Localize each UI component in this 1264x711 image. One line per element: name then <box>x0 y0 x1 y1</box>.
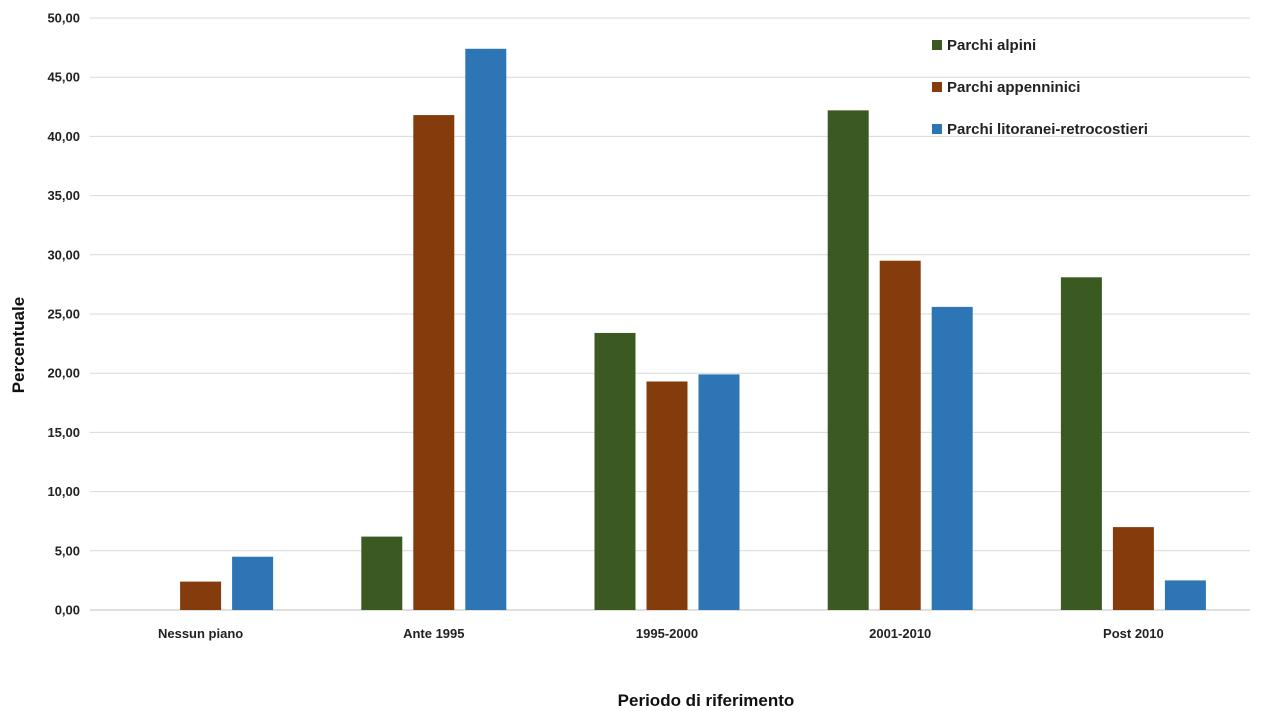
x-tick-label: 2001-2010 <box>869 626 931 641</box>
y-tick-label: 45,00 <box>47 70 80 85</box>
bar <box>1164 580 1206 610</box>
bar <box>180 581 222 610</box>
gridlines <box>90 17 1250 611</box>
bar <box>1112 527 1154 610</box>
bar <box>232 556 274 610</box>
legend-label: Parchi appenninici <box>947 79 1080 96</box>
y-tick-label: 25,00 <box>47 307 80 322</box>
legend-label: Parchi litoranei-retrocostieri <box>947 121 1148 138</box>
bar <box>931 306 973 610</box>
y-axis-title: Percentuale <box>9 297 28 393</box>
bar <box>413 115 455 610</box>
bar <box>827 110 869 611</box>
x-axis-ticks: Nessun piano Ante 1995 1995-2000 2001-2010 P… <box>158 626 1164 641</box>
legend-label: Parchi alpini <box>947 37 1036 54</box>
legend-swatch <box>932 82 942 92</box>
legend-swatch <box>932 40 942 50</box>
bar <box>879 260 921 610</box>
bar <box>1060 277 1102 610</box>
bars <box>180 48 1206 611</box>
legend-swatch <box>932 124 942 134</box>
x-tick-label: Post 2010 <box>1103 626 1164 641</box>
bar <box>698 374 740 610</box>
x-tick-label: Ante 1995 <box>403 626 464 641</box>
bar <box>646 381 688 610</box>
y-axis-ticks: 0,00 5,00 10,00 15,00 20,00 25,00 30,00 35,00 40… <box>47 11 80 618</box>
y-tick-label: 50,00 <box>47 11 80 26</box>
y-tick-label: 0,00 <box>55 603 80 618</box>
x-tick-label: Nessun piano <box>158 626 243 641</box>
y-tick-label: 15,00 <box>47 425 80 440</box>
y-tick-label: 10,00 <box>47 484 80 499</box>
bar <box>361 536 403 610</box>
y-tick-label: 30,00 <box>47 247 80 262</box>
y-tick-label: 20,00 <box>47 366 80 381</box>
bar <box>465 48 507 611</box>
y-tick-label: 5,00 <box>55 543 80 558</box>
y-tick-label: 35,00 <box>47 188 80 203</box>
y-tick-label: 40,00 <box>47 129 80 144</box>
legend: Parchi alpini Parchi appenninici Parchi li… <box>932 37 1148 138</box>
x-axis-title: Periodo di riferimento <box>618 691 795 710</box>
x-tick-label: 1995-2000 <box>636 626 698 641</box>
bar <box>594 332 636 610</box>
